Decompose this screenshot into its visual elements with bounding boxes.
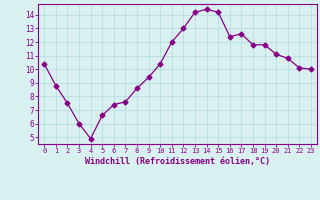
X-axis label: Windchill (Refroidissement éolien,°C): Windchill (Refroidissement éolien,°C)	[85, 157, 270, 166]
